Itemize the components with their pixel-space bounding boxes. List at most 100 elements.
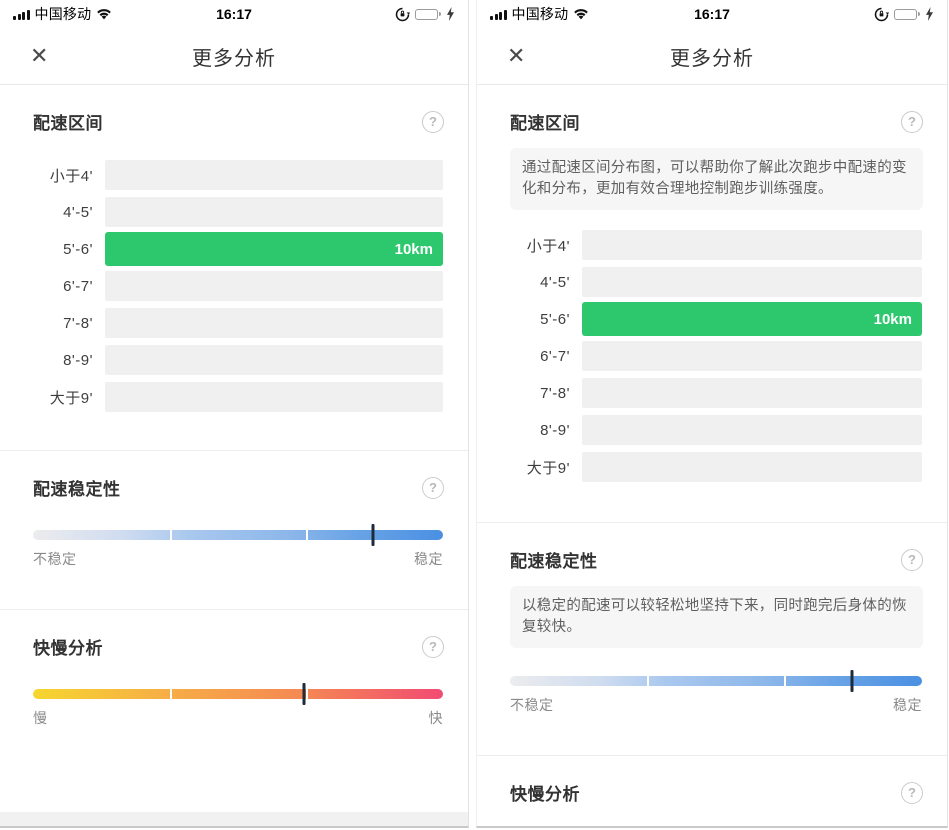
screenshot-left: 中国移动 16:17	[0, 0, 469, 828]
pace-zone-header: 配速区间 ?	[477, 109, 947, 134]
stability-position-marker	[371, 524, 375, 546]
pace-chart-row: 7'-8'	[0, 308, 443, 338]
pace-category-label: 小于4'	[526, 237, 570, 255]
help-icon[interactable]: ?	[422, 476, 444, 499]
speed-gradient-bar	[33, 683, 443, 705]
pace-chart-row: 7'-8'	[477, 378, 922, 408]
speed-header: 快慢分析 ?	[0, 634, 468, 659]
pace-bar-track	[105, 197, 443, 227]
section-divider	[477, 755, 947, 756]
pace-bar-track	[105, 345, 443, 375]
section-divider	[0, 609, 468, 610]
pace-chart-row: 4'-5'	[477, 267, 922, 297]
battery-icon	[894, 8, 920, 20]
pace-category-label: 7'-8'	[63, 314, 93, 332]
stability-title: 配速稳定性	[510, 552, 598, 571]
pace-bar-track	[105, 308, 443, 338]
pace-category-label: 4'-5'	[540, 273, 570, 291]
orientation-lock-icon	[874, 7, 889, 21]
signal-strength-icon	[13, 9, 30, 20]
stability-right-label: 稳定	[893, 697, 922, 713]
pace-category-label: 8'-9'	[63, 351, 93, 369]
stability-tip: 以稳定的配速可以较轻松地坚持下来，同时跑完后身体的恢复较快。	[510, 586, 923, 648]
stability-title: 配速稳定性	[33, 480, 121, 499]
pace-zone-header: 配速区间 ?	[0, 109, 468, 134]
pace-chart-row: 4'-5'	[0, 197, 443, 227]
section-divider	[0, 450, 468, 451]
pace-bar-track	[582, 341, 922, 371]
pace-category-label: 5'-6'	[63, 240, 93, 258]
pace-chart-row: 8'-9'	[477, 415, 922, 445]
next-section-peek	[0, 812, 468, 826]
carrier-label: 中国移动	[511, 6, 569, 22]
speed-section: 快慢分析 ? 慢 快	[0, 634, 468, 728]
speed-title: 快慢分析	[33, 639, 103, 658]
help-icon[interactable]: ?	[901, 548, 923, 571]
battery-icon	[415, 8, 441, 20]
pace-chart-row: 5'-6' 10km	[0, 232, 443, 266]
section-divider	[477, 522, 947, 523]
pace-category-label: 5'-6'	[540, 310, 570, 328]
pace-bar-fill: 10km	[582, 302, 922, 336]
stability-gradient-bar	[510, 670, 922, 692]
pace-bar-track	[582, 378, 922, 408]
stability-header: 配速稳定性 ?	[477, 547, 947, 572]
pace-zone-chart: 小于4' 4'-5' 5'-6' 10km 6'-7' 7'-8' 8'-9' 大于9'	[0, 160, 443, 412]
pace-zone-title: 配速区间	[33, 114, 103, 133]
help-icon[interactable]: ?	[901, 781, 923, 804]
screenshot-right: 中国移动 16:17	[476, 0, 948, 828]
stability-left-label: 不稳定	[510, 697, 554, 713]
close-icon[interactable]: ✕	[30, 43, 49, 68]
carrier-label: 中国移动	[34, 6, 92, 22]
charging-bolt-icon	[926, 7, 933, 21]
pace-category-label: 6'-7'	[63, 277, 93, 295]
pace-bar-track	[105, 382, 443, 412]
nav-bar: ✕ 更多分析	[0, 28, 468, 85]
pace-chart-row: 6'-7'	[477, 341, 922, 371]
pace-bar-track: 10km	[582, 302, 922, 336]
stability-gradient-bar	[33, 524, 443, 546]
close-icon[interactable]: ✕	[507, 43, 526, 68]
stability-left-label: 不稳定	[33, 551, 77, 567]
pace-chart-row: 5'-6' 10km	[477, 302, 922, 336]
pace-bar-fill: 10km	[105, 232, 443, 266]
help-icon[interactable]: ?	[422, 635, 444, 658]
stability-header: 配速稳定性 ?	[0, 475, 468, 500]
pace-bar-track	[582, 415, 922, 445]
pace-bar-track	[105, 271, 443, 301]
speed-header: 快慢分析 ?	[477, 780, 947, 805]
pace-bar-value: 10km	[873, 310, 912, 328]
pace-bar-track	[582, 452, 922, 482]
status-bar: 中国移动 16:17	[477, 0, 947, 28]
help-icon[interactable]: ?	[422, 110, 444, 133]
charging-bolt-icon	[447, 7, 454, 21]
pace-category-label: 7'-8'	[540, 384, 570, 402]
pace-chart-row: 大于9'	[0, 382, 443, 412]
speed-position-marker	[302, 683, 306, 705]
page-title: 更多分析	[192, 47, 276, 70]
pace-chart-row: 8'-9'	[0, 345, 443, 375]
pace-zone-tip: 通过配速区间分布图，可以帮助你了解此次跑步中配速的变化和分布，更加有效合理地控制…	[510, 148, 923, 210]
pace-chart-row: 6'-7'	[0, 271, 443, 301]
pace-category-label: 小于4'	[49, 167, 93, 185]
pace-chart-row: 大于9'	[477, 452, 922, 482]
screenshot-gap	[469, 0, 476, 830]
pace-bar-track: 10km	[105, 232, 443, 266]
pace-bar-track	[582, 267, 922, 297]
pace-category-label: 6'-7'	[540, 347, 570, 365]
help-icon[interactable]: ?	[901, 110, 923, 133]
pace-bar-track	[582, 230, 922, 260]
pace-category-label: 大于9'	[49, 389, 93, 407]
wifi-icon	[97, 9, 112, 20]
pace-bar-track	[105, 160, 443, 190]
pace-chart-row: 小于4'	[0, 160, 443, 190]
speed-left-label: 慢	[33, 710, 48, 726]
pace-zone-chart: 小于4' 4'-5' 5'-6' 10km 6'-7' 7'-8' 8'-9' 大于9'	[477, 230, 922, 482]
speed-title: 快慢分析	[510, 785, 580, 804]
nav-bar: ✕ 更多分析	[477, 28, 947, 85]
pace-zone-title: 配速区间	[510, 114, 580, 133]
speed-right-label: 快	[428, 710, 443, 726]
pace-chart-row: 小于4'	[477, 230, 922, 260]
wifi-icon	[574, 9, 589, 20]
